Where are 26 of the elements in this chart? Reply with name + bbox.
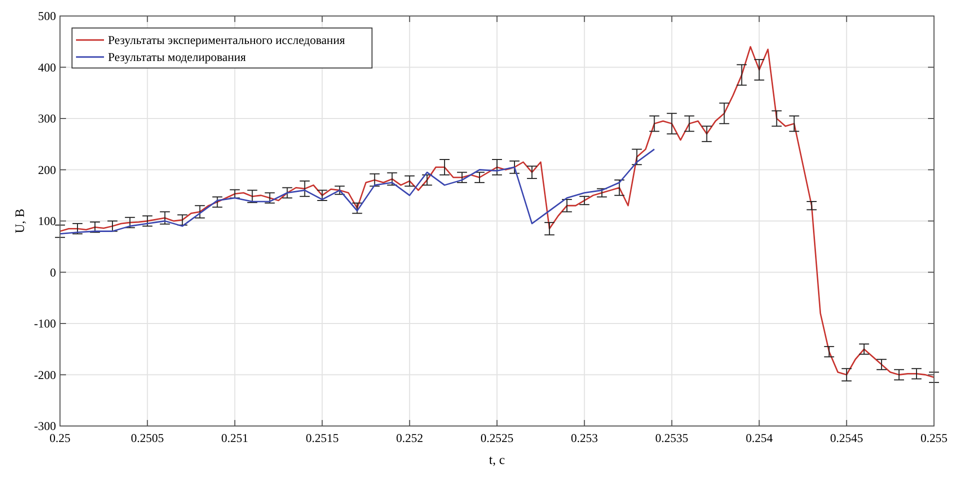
y-tick-label: 100 xyxy=(38,214,56,228)
x-axis-title: t, c xyxy=(489,452,506,467)
x-tick-label: 0.252 xyxy=(396,431,424,445)
legend-label: Результаты моделирования xyxy=(108,50,246,64)
x-tick-label: 0.2525 xyxy=(480,431,514,445)
y-tick-label: 300 xyxy=(38,112,56,126)
line-series xyxy=(59,148,656,235)
x-tick-label: 0.251 xyxy=(221,431,248,445)
y-tick-label: -100 xyxy=(34,316,56,330)
x-tick-label: 0.2515 xyxy=(306,431,339,445)
y-tick-label: 200 xyxy=(38,162,56,177)
x-tick-label: 0.2545 xyxy=(830,431,864,445)
y-tick-label: 400 xyxy=(38,60,56,74)
x-tick-label: 0.2535 xyxy=(655,431,688,445)
line-series xyxy=(59,46,935,378)
x-tick-label: 0.255 xyxy=(920,431,948,445)
x-tick-label: 0.253 xyxy=(570,431,598,445)
y-tick-label: 500 xyxy=(38,9,56,23)
y-tick-label: 0 xyxy=(50,265,56,280)
x-tick-label: 0.2505 xyxy=(130,431,164,445)
x-tick-label: 0.254 xyxy=(746,431,773,445)
y-tick-label: -300 xyxy=(34,419,56,433)
y-tick-label: -200 xyxy=(34,368,56,382)
x-tick-label: 0.25 xyxy=(50,431,70,445)
y-axis-title: U, B xyxy=(12,208,27,234)
legend-label: Результаты экспериментального исследования xyxy=(108,33,346,47)
